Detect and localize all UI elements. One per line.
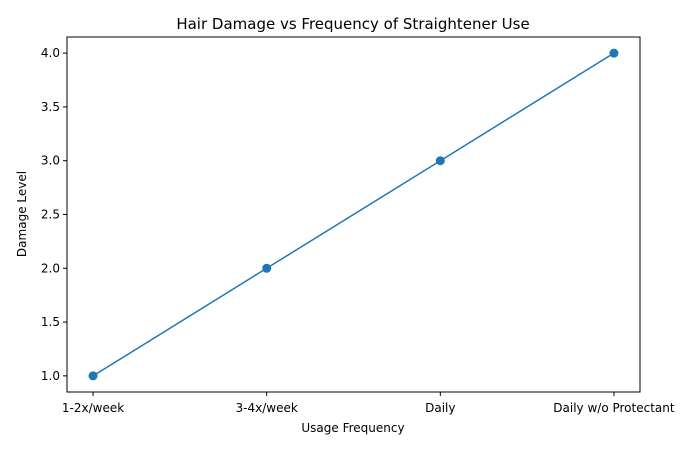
x-tick-label: Daily (425, 401, 455, 415)
chart-title: Hair Damage vs Frequency of Straightener… (176, 15, 529, 33)
data-point (262, 263, 272, 273)
y-tick-label: 2.0 (41, 261, 60, 275)
y-tick-label: 2.5 (41, 208, 60, 222)
data-point (435, 156, 445, 166)
x-tick-label: Daily w/o Protectant (553, 401, 675, 415)
x-tick-label: 3-4x/week (236, 401, 298, 415)
y-axis-label: Damage Level (15, 171, 29, 257)
data-point (609, 48, 619, 58)
y-tick-label: 1.5 (41, 315, 60, 329)
y-tick-label: 1.0 (41, 369, 60, 383)
y-tick-label: 3.0 (41, 154, 60, 168)
x-axis-label: Usage Frequency (301, 421, 404, 435)
data-point (88, 371, 98, 381)
y-tick-label: 3.5 (41, 100, 60, 114)
series-line (92, 52, 615, 377)
x-tick-label: 1-2x/week (62, 401, 124, 415)
axes-frame (66, 36, 641, 393)
y-tick-label: 4.0 (41, 46, 60, 60)
